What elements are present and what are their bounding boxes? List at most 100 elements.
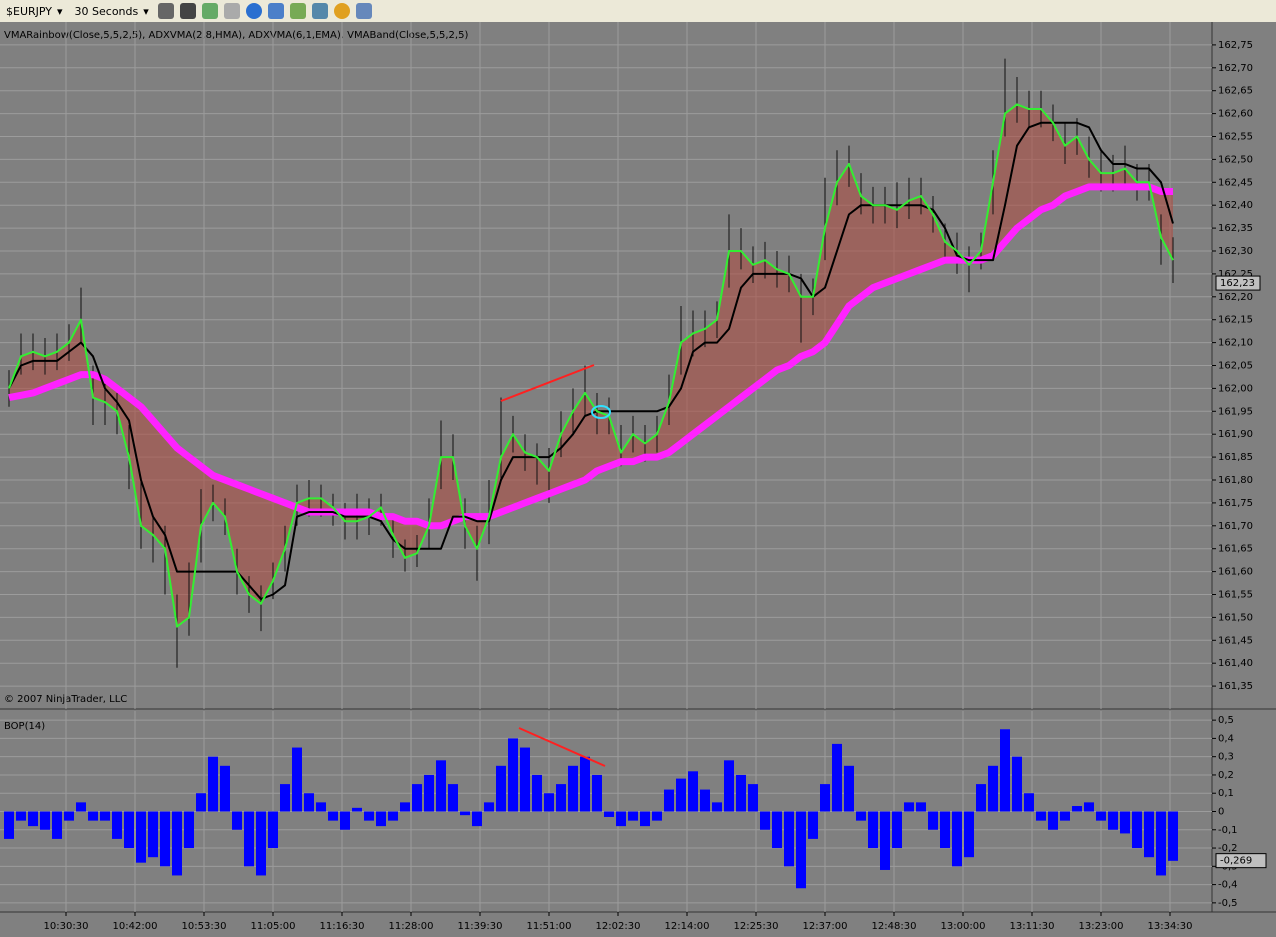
bop-bar	[4, 811, 14, 839]
bar-type-button[interactable]	[157, 3, 174, 19]
indicator-button[interactable]	[311, 3, 328, 19]
bop-bar	[1084, 802, 1094, 812]
y-tick-label: 162,65	[1218, 86, 1253, 97]
y-tick-label: 161,55	[1218, 590, 1253, 601]
caret: ▾	[143, 4, 149, 18]
bop-bar	[592, 774, 602, 812]
y-tick-label: 162,15	[1218, 315, 1253, 326]
y-tick-label: 162,20	[1218, 292, 1253, 303]
interval-select[interactable]: 30 Seconds ▾	[69, 5, 155, 18]
bop-bar	[220, 765, 230, 812]
y-tick-label: -0,2	[1218, 843, 1238, 854]
bop-bar	[700, 789, 710, 812]
bop-bar	[964, 811, 974, 858]
y-tick-label: 161,50	[1218, 612, 1253, 623]
y-tick-label: 162,00	[1218, 383, 1253, 394]
bop-bar	[772, 811, 782, 849]
interval: 30 Seconds	[74, 4, 139, 18]
x-tick-label: 12:48:30	[872, 921, 917, 932]
highlight	[591, 405, 611, 419]
trendline	[500, 364, 595, 402]
bop-bar	[160, 811, 170, 867]
y-tick-label: 0,5	[1218, 715, 1234, 726]
bop-bar	[952, 811, 962, 867]
bop-bar	[256, 811, 266, 876]
caret: ▾	[57, 4, 63, 18]
bop-bar	[292, 747, 302, 812]
bop-bar	[796, 811, 806, 889]
bop-bar	[484, 802, 494, 812]
draw-button[interactable]	[179, 3, 196, 19]
bop-bar	[472, 811, 482, 827]
y-tick-label: 0,1	[1218, 788, 1234, 799]
toolbar: $EURJPY ▾ 30 Seconds ▾	[0, 0, 1276, 23]
trade-button[interactable]	[333, 3, 350, 19]
bop-bar	[196, 793, 206, 812]
y-tick-label: 161,70	[1218, 521, 1253, 532]
y-tick-label: 162,35	[1218, 223, 1253, 234]
bop-bar	[496, 765, 506, 812]
bop-bar	[820, 784, 830, 812]
bop-bar	[112, 811, 122, 839]
properties-button[interactable]	[267, 3, 284, 19]
bop-bar	[448, 784, 458, 812]
bop-bar	[52, 811, 62, 839]
last-value-label: -0,269	[1220, 856, 1252, 867]
x-tick-label: 12:02:30	[596, 921, 641, 932]
bop-bar	[544, 793, 554, 812]
globe-button[interactable]	[245, 3, 262, 19]
y-tick-label: 161,95	[1218, 406, 1253, 417]
bop-bar	[1108, 811, 1118, 830]
y-tick-label: 162,30	[1218, 246, 1253, 257]
bop-bar	[1120, 811, 1130, 834]
x-tick-label: 13:23:00	[1079, 921, 1124, 932]
bop-bar	[712, 802, 722, 812]
y-tick-label: 162,25	[1218, 269, 1253, 280]
last-value-tag	[1215, 853, 1267, 869]
bop-bar	[556, 784, 566, 812]
bop-bar	[976, 784, 986, 812]
y-tick-label: 162,70	[1218, 63, 1253, 74]
indicator-legend: VMARainbow(Close,5,5,2,5), ADXVMA(2,8,HM…	[4, 30, 468, 41]
y-tick-label: 162,10	[1218, 338, 1253, 349]
bop-bar	[988, 765, 998, 812]
bop-bar	[352, 807, 362, 812]
bop-bar	[364, 811, 374, 821]
bop-bar	[424, 774, 434, 812]
bop-bar	[508, 738, 518, 812]
bop-bar	[1000, 729, 1010, 812]
strategy-button[interactable]	[289, 3, 306, 19]
bop-bar	[736, 774, 746, 812]
y-tick-label: 0,4	[1218, 733, 1234, 744]
instrument-select[interactable]: $EURJPY ▾	[0, 5, 69, 18]
y-tick-label: 0	[1218, 807, 1224, 818]
bop-bar	[832, 743, 842, 812]
bop-bar	[400, 802, 410, 812]
instrument: $EURJPY	[6, 4, 52, 18]
zoom-in-button[interactable]	[201, 3, 218, 19]
bop-bar	[1168, 811, 1178, 861]
bop-bar	[76, 802, 86, 812]
x-tick-label: 12:25:30	[734, 921, 779, 932]
bop-bar	[652, 811, 662, 821]
bop-bar	[40, 811, 50, 830]
bop-bar	[676, 778, 686, 812]
bop-bar	[940, 811, 950, 849]
x-tick-label: 12:14:00	[665, 921, 710, 932]
bop-bar	[436, 760, 446, 812]
bop-bar	[124, 811, 134, 849]
bop-bar	[1144, 811, 1154, 858]
y-tick-label: -0,5	[1218, 898, 1238, 909]
bop-bar	[892, 811, 902, 849]
trendline	[518, 727, 606, 767]
x-tick-label: 11:51:00	[527, 921, 572, 932]
bop-bar	[64, 811, 74, 821]
data-box-button[interactable]	[355, 3, 372, 19]
zoom-out-button[interactable]	[223, 3, 240, 19]
bop-bar	[16, 811, 26, 821]
bop-bar	[688, 771, 698, 812]
bop-bar	[184, 811, 194, 849]
y-tick-label: 161,75	[1218, 498, 1253, 509]
indicator-line	[8, 121, 1174, 601]
x-tick-label: 13:11:30	[1010, 921, 1055, 932]
